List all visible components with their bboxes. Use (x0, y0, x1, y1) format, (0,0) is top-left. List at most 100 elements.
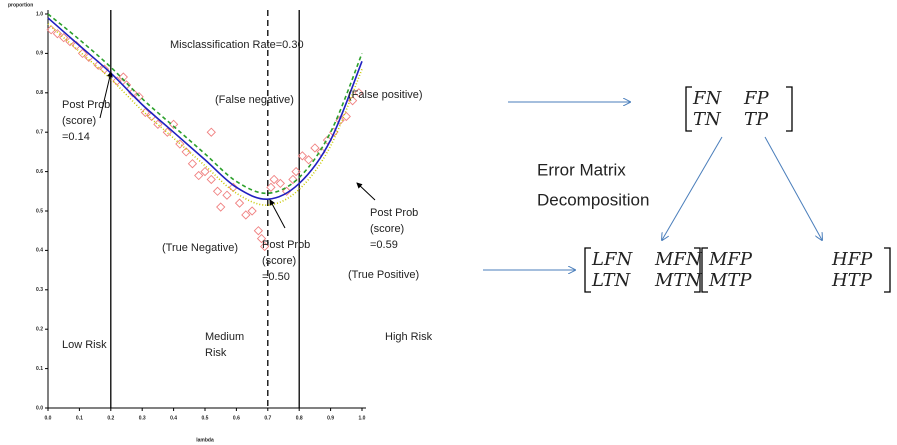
y-tick-label: 0.9 (36, 51, 43, 57)
annotation: (score) (262, 255, 296, 267)
y-tick-label: 1.0 (36, 11, 43, 17)
y-tick-label: 0.0 (36, 405, 43, 411)
scatter-point (187, 159, 198, 169)
annotation: (True Negative) (162, 242, 238, 254)
matrix-entry: FP (743, 88, 769, 109)
matrix-entry: MFP (708, 249, 753, 270)
scatter-point (206, 127, 216, 137)
matrix-entry: HTP (831, 270, 873, 291)
bracket (786, 86, 793, 132)
scatter-point (269, 174, 279, 185)
annotation: =0.50 (262, 271, 290, 283)
axis-title: proportion (8, 2, 33, 8)
scatter-point (310, 143, 320, 153)
scatter-point (206, 174, 216, 185)
scatter-point (322, 135, 333, 145)
x-tick-label: 0.9 (327, 415, 334, 421)
matrix-entry: TN (693, 109, 722, 130)
scatter-point (118, 72, 128, 82)
scatter-point (260, 241, 270, 252)
y-tick-label: 0.2 (36, 327, 43, 333)
scatter-point (153, 119, 163, 129)
scatter-point (216, 202, 226, 212)
scatter-point (200, 166, 210, 177)
annotation: (score) (62, 115, 96, 127)
matrix-entry: LTN (591, 270, 631, 291)
scatter-point (303, 155, 314, 165)
matrix-entry: TP (744, 109, 769, 130)
scatter-point (347, 96, 358, 106)
scatter-point (288, 174, 298, 185)
matrix-entry: HFP (831, 249, 873, 270)
bracket (884, 247, 891, 293)
y-tick-label: 0.8 (36, 90, 43, 96)
annotation: (False negative) (215, 94, 294, 106)
x-tick-label: 0.7 (264, 415, 271, 421)
annotation: Low Risk (62, 339, 107, 351)
scatter-point (291, 166, 301, 177)
diagram-label: Decomposition (537, 190, 649, 209)
y-tick-label: 0.4 (36, 248, 43, 254)
x-tick-label: 0.3 (139, 415, 146, 421)
scatter-point (175, 139, 185, 149)
curve (47, 13, 363, 195)
bracket (584, 247, 591, 293)
scatter-point (341, 111, 351, 122)
annotation: Post Prob (62, 99, 110, 111)
y-tick-label: 0.5 (36, 208, 43, 214)
scatter-point (234, 198, 245, 208)
annotation: (score) (370, 223, 404, 235)
y-tick-label: 0.3 (36, 287, 43, 293)
y-tick-label: 0.6 (36, 169, 43, 175)
annotation: Post Prob (370, 207, 418, 219)
arrow (662, 136, 723, 240)
annotation: Post Prob (262, 239, 310, 251)
scatter-point (354, 88, 364, 98)
x-tick-label: 0.0 (45, 415, 52, 421)
scatter-point (253, 226, 264, 236)
matrix-entry: MTN (654, 270, 702, 291)
annotation: =0.59 (370, 239, 398, 251)
scatter-point (275, 178, 285, 189)
scatter-point (212, 186, 223, 196)
x-tick-label: 0.5 (202, 415, 209, 421)
x-tick-label: 0.4 (170, 415, 177, 421)
scatter-point (194, 170, 204, 181)
bracket (694, 247, 701, 293)
annotation: Medium (205, 331, 244, 343)
x-tick-label: 0.8 (296, 415, 303, 421)
arrow (764, 136, 822, 240)
scatter-point (266, 182, 276, 192)
x-tick-label: 0.6 (233, 415, 240, 421)
axis-title: lambda (196, 437, 214, 443)
scatter-point (46, 25, 56, 35)
pointer (99, 71, 113, 119)
scatter-point (297, 151, 307, 161)
pointer (269, 199, 286, 229)
x-tick-label: 0.1 (76, 415, 83, 421)
scatter-point (247, 206, 257, 216)
curve (47, 17, 363, 200)
scatter-point (241, 210, 251, 220)
annotation: (True Positive) (348, 269, 419, 281)
scatter-point (140, 107, 150, 118)
bracket (701, 247, 708, 293)
x-tick-label: 0.2 (107, 415, 114, 421)
matrix-entry: LFN (591, 249, 633, 270)
annotation: High Risk (385, 331, 433, 343)
x-tick-label: 1.0 (359, 415, 366, 421)
bracket (685, 86, 692, 132)
matrix-entry: MFN (654, 249, 703, 270)
diagram-label: Error Matrix (537, 160, 626, 179)
annotation: Risk (205, 347, 227, 359)
pointer (356, 182, 376, 201)
scatter-point (222, 190, 232, 200)
scatter-point (282, 186, 292, 196)
y-tick-label: 0.1 (36, 366, 43, 372)
annotation: =0.14 (62, 131, 90, 143)
scatter-point (52, 29, 63, 39)
annotation: Misclassification Rate=0.30 (170, 39, 304, 51)
scatter-point (112, 76, 122, 86)
scatter-point (256, 233, 267, 244)
